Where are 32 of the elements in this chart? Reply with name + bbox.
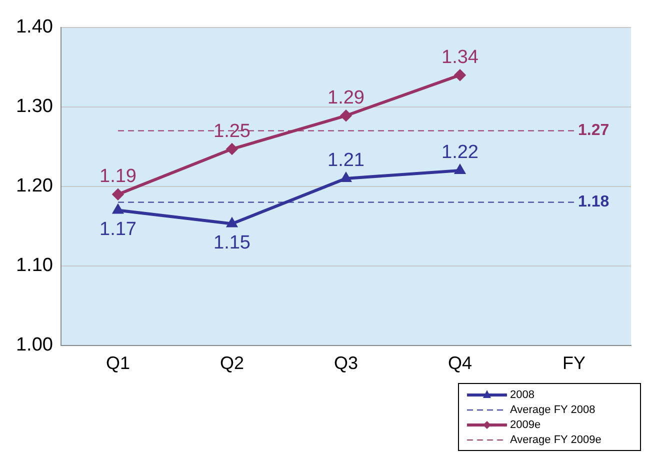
- legend-label: 2009e: [510, 418, 541, 430]
- data-label: 1.19: [99, 166, 136, 188]
- point: [340, 110, 352, 122]
- point: [227, 218, 237, 228]
- y-tick-label: 1.10: [16, 255, 53, 276]
- x-tick-label: FY: [562, 353, 586, 374]
- point: [341, 172, 351, 182]
- data-label: 1.17: [99, 218, 136, 240]
- x-tick-label: Q4: [448, 353, 472, 374]
- point: [112, 188, 124, 200]
- data-label: 1.18: [578, 194, 610, 211]
- data-label: 1.15: [213, 232, 250, 254]
- x-tick-label: Q2: [220, 353, 244, 374]
- point: [226, 144, 238, 155]
- legend-label: Average FY 2009e: [510, 434, 602, 446]
- y-tick-label: 1.00: [16, 334, 53, 356]
- point: [113, 204, 123, 214]
- legend-label: Average FY 2008: [510, 404, 596, 416]
- point: [454, 70, 466, 81]
- point: [455, 165, 465, 174]
- legend-label: 2008: [510, 388, 534, 400]
- y-tick-label: 1.40: [16, 16, 53, 38]
- data-label: 1.34: [442, 46, 479, 68]
- data-label: 1.25: [213, 120, 250, 142]
- x-tick-label: Q1: [106, 353, 130, 374]
- x-tick-label: Q3: [334, 353, 358, 374]
- data-label: 1.21: [328, 150, 364, 172]
- y-tick-label: 1.20: [16, 176, 53, 197]
- y-tick-label: 1.30: [16, 96, 53, 118]
- data-label: 1.22: [442, 142, 478, 164]
- data-label: 1.29: [328, 87, 364, 108]
- data-label: 1.27: [578, 122, 610, 140]
